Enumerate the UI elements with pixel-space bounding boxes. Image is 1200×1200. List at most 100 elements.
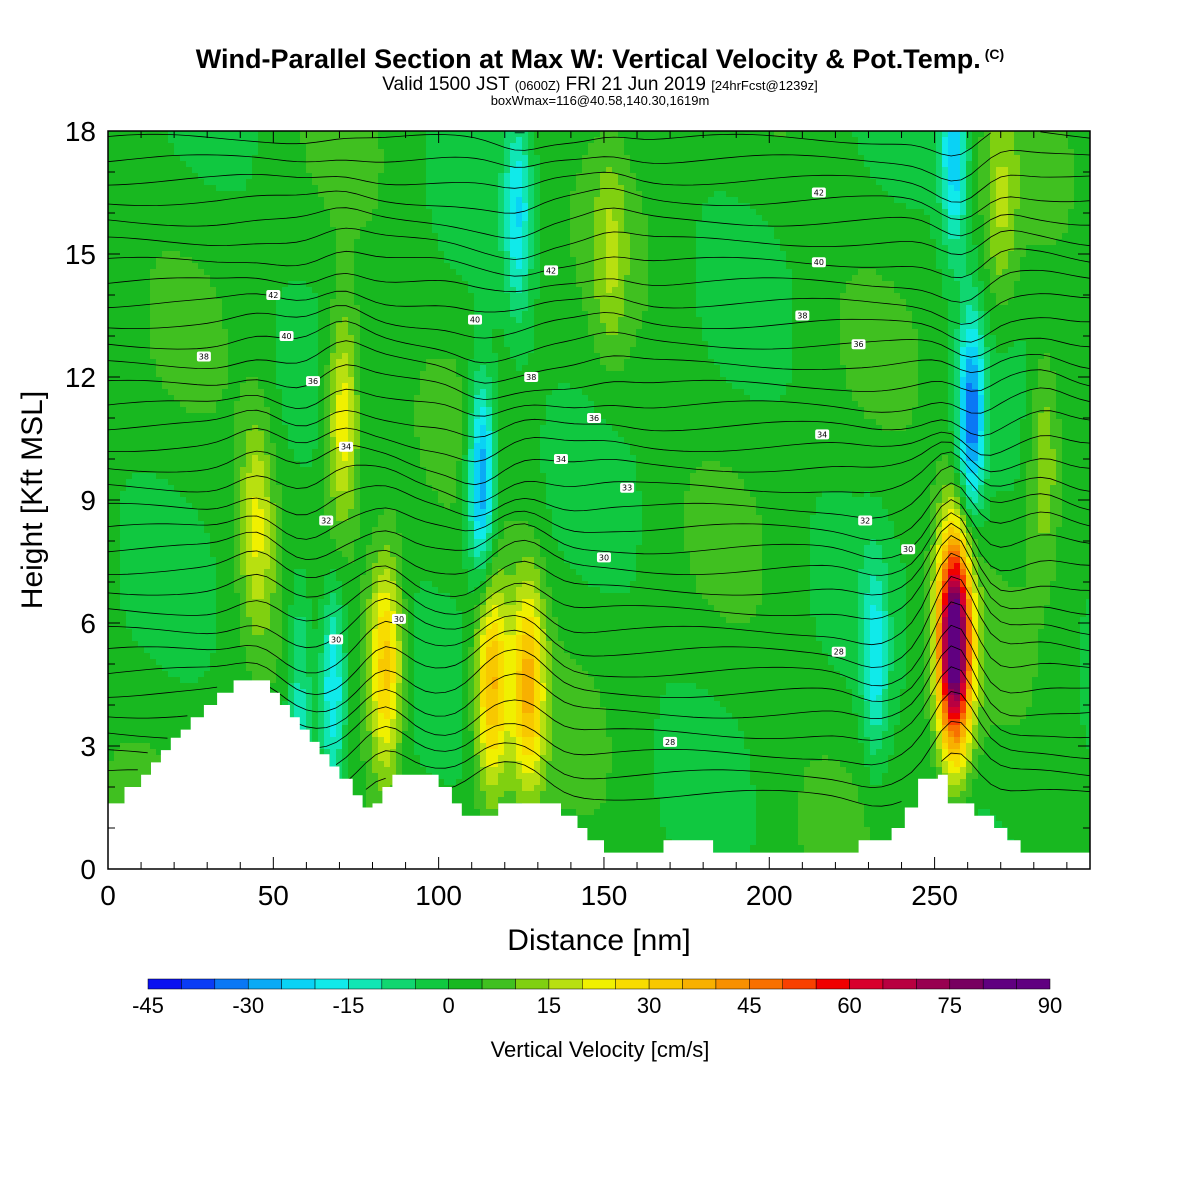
w-cell — [366, 257, 373, 264]
w-cell — [342, 185, 349, 192]
w-cell — [222, 257, 229, 264]
w-cell — [1008, 299, 1015, 306]
chart-title-mark: (C) — [985, 46, 1004, 62]
w-cell — [942, 173, 949, 180]
w-cell — [714, 143, 721, 150]
w-cell — [948, 275, 955, 282]
w-cell — [156, 305, 163, 312]
w-cell — [588, 149, 595, 156]
w-cell — [930, 299, 937, 306]
w-cell — [834, 191, 841, 198]
w-cell — [306, 233, 313, 240]
w-cell — [666, 209, 673, 216]
w-cell — [798, 245, 805, 252]
w-cell — [804, 305, 811, 312]
w-cell — [690, 227, 697, 234]
w-cell — [564, 269, 571, 276]
w-cell — [588, 233, 595, 240]
w-cell — [786, 239, 793, 246]
w-cell — [924, 263, 931, 270]
w-cell — [1050, 173, 1057, 180]
w-cell — [894, 215, 901, 222]
w-cell — [678, 215, 685, 222]
w-cell — [864, 209, 871, 216]
w-cell — [144, 293, 151, 300]
w-cell — [672, 227, 679, 234]
w-cell — [276, 173, 283, 180]
w-cell — [570, 281, 577, 288]
w-cell — [594, 149, 601, 156]
w-cell — [252, 257, 259, 264]
w-cell — [378, 167, 385, 174]
w-cell — [636, 275, 643, 282]
w-cell — [528, 197, 535, 204]
w-cell — [576, 239, 583, 246]
w-cell — [750, 215, 757, 222]
w-cell — [636, 227, 643, 234]
w-cell — [624, 203, 631, 210]
w-cell — [678, 197, 685, 204]
w-cell — [384, 191, 391, 198]
w-cell — [234, 215, 241, 222]
w-cell — [252, 305, 259, 312]
w-cell — [222, 233, 229, 240]
w-cell — [558, 143, 565, 150]
w-cell — [612, 239, 619, 246]
w-cell — [1044, 269, 1051, 276]
w-cell — [738, 173, 745, 180]
w-cell — [366, 185, 373, 192]
w-cell — [660, 197, 667, 204]
w-cell — [462, 257, 469, 264]
w-cell — [876, 245, 883, 252]
w-cell — [450, 221, 457, 228]
w-cell — [438, 263, 445, 270]
w-cell — [708, 275, 715, 282]
w-cell — [306, 215, 313, 222]
w-cell — [366, 305, 373, 312]
w-cell — [198, 155, 205, 162]
w-cell — [270, 191, 277, 198]
w-cell — [522, 137, 529, 144]
w-cell — [318, 149, 325, 156]
w-cell — [108, 227, 115, 234]
w-cell — [1032, 293, 1039, 300]
w-cell — [432, 191, 439, 198]
w-cell — [426, 173, 433, 180]
w-cell — [402, 299, 409, 306]
w-cell — [864, 257, 871, 264]
w-cell — [168, 203, 175, 210]
w-cell — [660, 215, 667, 222]
w-cell — [936, 305, 943, 312]
w-cell — [516, 305, 523, 312]
w-cell — [540, 203, 547, 210]
w-cell — [342, 131, 349, 138]
w-cell — [636, 239, 643, 246]
w-cell — [390, 221, 397, 228]
w-cell — [1068, 167, 1075, 174]
w-cell — [912, 155, 919, 162]
w-cell — [378, 269, 385, 276]
w-cell — [846, 149, 853, 156]
w-cell — [270, 197, 277, 204]
w-cell — [516, 137, 523, 144]
w-cell — [882, 215, 889, 222]
w-cell — [450, 245, 457, 252]
w-cell — [498, 263, 505, 270]
w-cell — [900, 215, 907, 222]
w-cell — [774, 287, 781, 294]
w-cell — [198, 281, 205, 288]
w-cell — [960, 281, 967, 288]
w-cell — [900, 221, 907, 228]
w-cell — [312, 299, 319, 306]
w-cell — [570, 221, 577, 228]
w-cell — [252, 245, 259, 252]
w-cell — [810, 215, 817, 222]
w-cell — [966, 203, 973, 210]
w-cell — [552, 251, 559, 258]
w-cell — [468, 215, 475, 222]
w-cell — [198, 287, 205, 294]
w-cell — [396, 251, 403, 258]
w-cell — [1086, 155, 1091, 162]
w-cell — [528, 191, 535, 198]
w-cell — [318, 185, 325, 192]
